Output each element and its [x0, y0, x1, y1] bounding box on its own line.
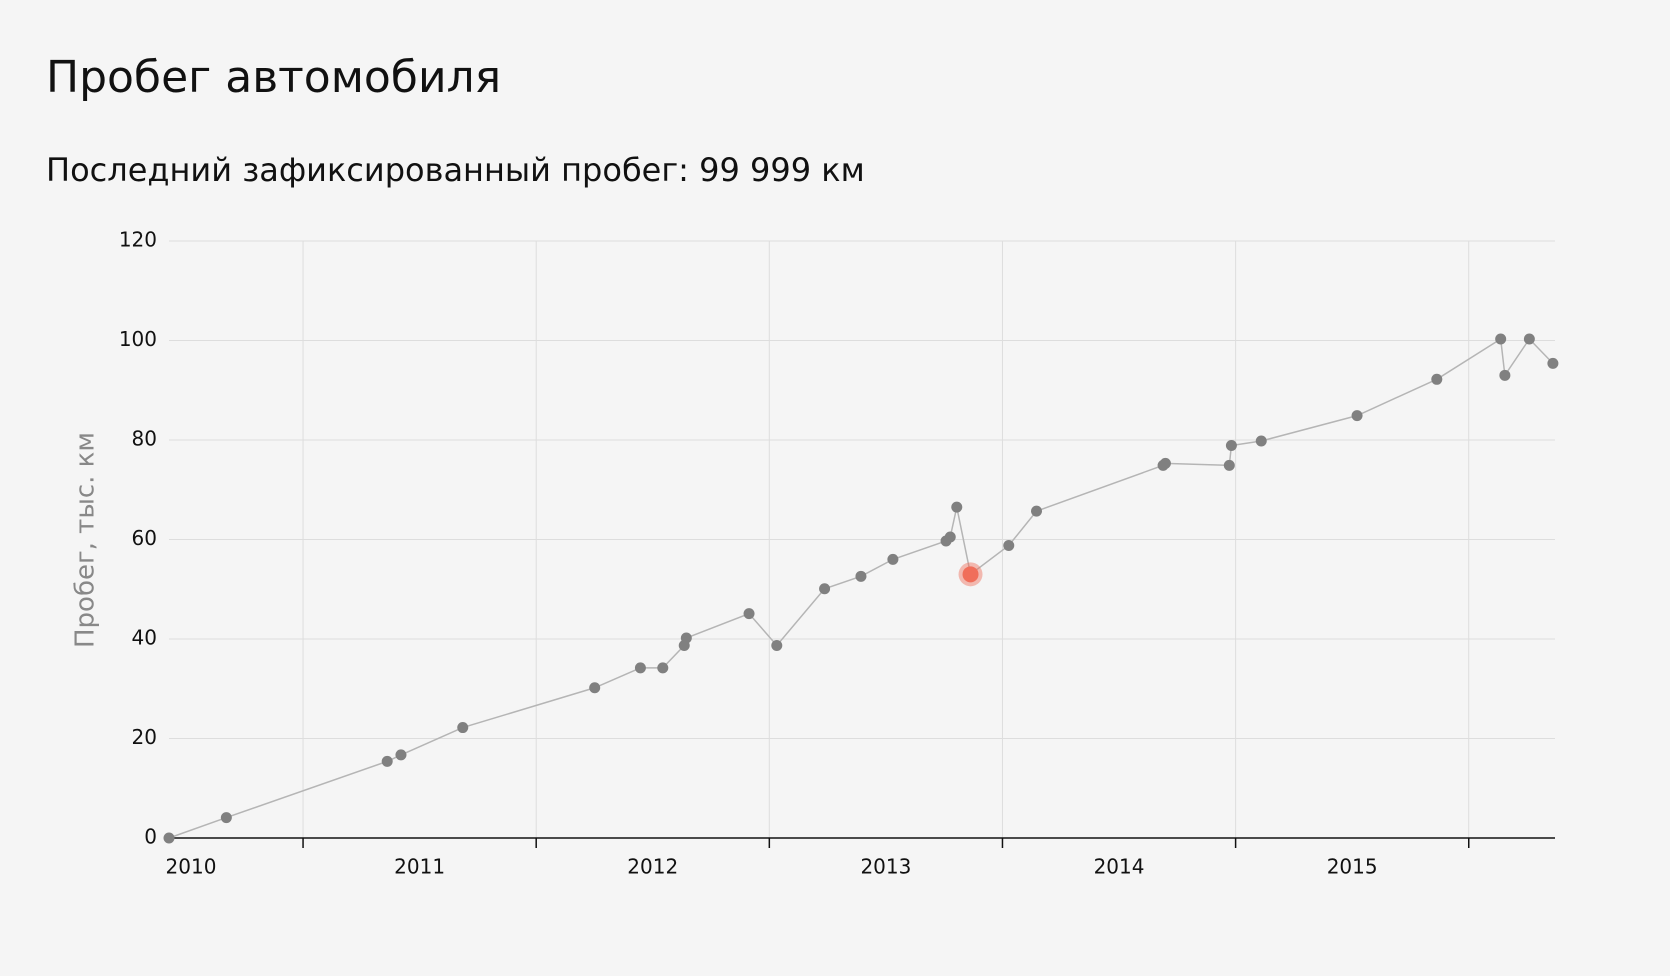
data-point	[381, 755, 393, 767]
y-tick-label: 0	[144, 825, 157, 849]
data-point	[819, 583, 831, 595]
data-point	[1223, 459, 1235, 471]
data-point	[1225, 439, 1237, 451]
x-tick-label: 2013	[860, 855, 911, 879]
data-point	[395, 749, 407, 761]
y-axis-label: Пробег, тыс. км	[71, 432, 101, 648]
data-point	[680, 632, 692, 644]
y-tick-label: 120	[119, 228, 157, 252]
data-point	[944, 531, 956, 543]
data-point	[1523, 333, 1535, 345]
chart-subtitle: Последний зафиксированный пробег: 99 999…	[46, 151, 865, 189]
data-point	[1003, 539, 1015, 551]
data-point	[1431, 373, 1443, 385]
data-point	[771, 639, 783, 651]
y-tick-label: 100	[119, 327, 157, 351]
data-point	[951, 501, 963, 513]
data-point	[1031, 505, 1043, 517]
data-point	[855, 570, 867, 582]
data-point	[657, 662, 669, 674]
data-point	[1547, 357, 1559, 369]
data-point	[589, 682, 601, 694]
data-point	[1159, 457, 1171, 469]
data-point	[887, 553, 899, 565]
data-point	[163, 832, 175, 844]
x-tick-label: 2012	[627, 855, 678, 879]
chart-title: Пробег автомобиля	[46, 52, 501, 103]
data-point	[1499, 369, 1511, 381]
data-point	[1495, 333, 1507, 345]
data-point	[220, 812, 232, 824]
data-point	[743, 608, 755, 620]
highlighted-point	[962, 566, 979, 583]
y-tick-label: 80	[132, 427, 157, 451]
x-tick-label: 2015	[1327, 855, 1378, 879]
y-tick-label: 20	[132, 725, 157, 749]
data-point	[457, 722, 469, 734]
x-tick-label: 2010	[166, 855, 217, 879]
x-tick-label: 2011	[394, 855, 445, 879]
data-point	[1255, 435, 1267, 447]
data-point	[634, 662, 646, 674]
data-point	[1351, 410, 1363, 422]
x-tick-label: 2014	[1094, 855, 1145, 879]
y-tick-label: 40	[132, 626, 157, 650]
y-tick-label: 60	[132, 526, 157, 550]
